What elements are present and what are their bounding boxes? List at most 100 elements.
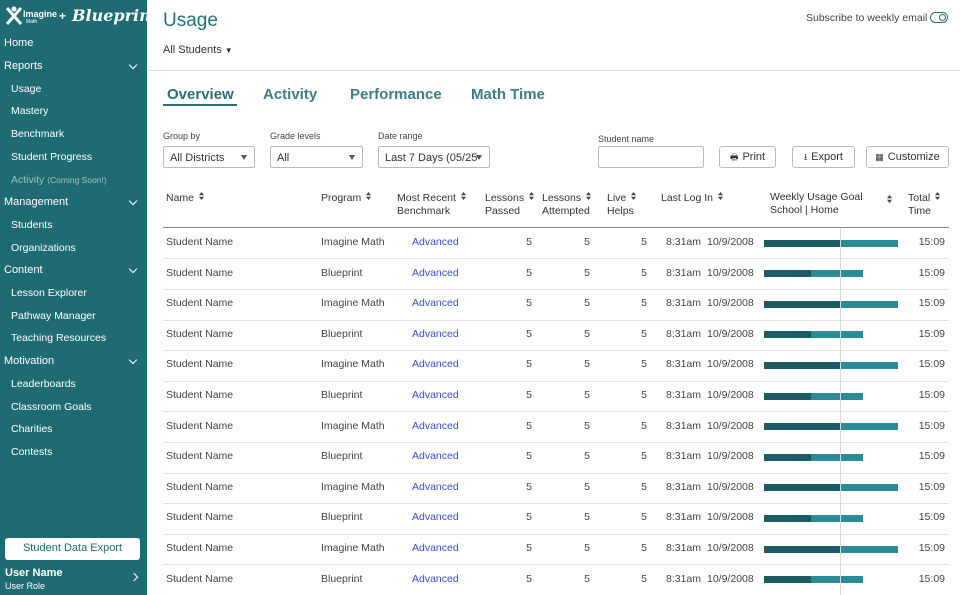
nav-item-label[interactable]: Mastery — [11, 105, 49, 118]
column-header-line[interactable]: Last Log In — [661, 191, 723, 205]
tab[interactable]: Performance — [350, 86, 442, 103]
benchmark-link[interactable]: Advanced — [412, 572, 459, 585]
nav-item-label[interactable]: Student Progress — [11, 150, 93, 163]
tab[interactable]: Overview — [167, 86, 234, 103]
action-button[interactable]: 🖶 Print — [719, 146, 776, 168]
benchmark-link[interactable]: Advanced — [412, 266, 459, 279]
column-header-line[interactable]: Passed — [485, 205, 521, 217]
button-icon[interactable]: ⭳ — [804, 152, 808, 162]
column-header[interactable]: Name — [166, 191, 205, 205]
scope-text[interactable]: All Students — [163, 44, 222, 56]
nav-item[interactable]: Students — [11, 219, 52, 231]
nav-section[interactable]: Motivation — [4, 355, 55, 368]
nav-item-label[interactable]: Organizations — [11, 241, 76, 254]
column-header-line[interactable]: Helps — [607, 205, 634, 217]
nav-section[interactable]: Reports — [4, 60, 43, 72]
benchmark-link[interactable]: Advanced — [412, 297, 459, 310]
nav-item[interactable]: Student Progress — [11, 151, 92, 163]
column-header-line[interactable]: Live — [607, 191, 637, 205]
nav-item[interactable]: Charities — [11, 423, 52, 435]
column-header[interactable]: Weekly Usage Goal School | Home — [770, 191, 892, 217]
sort-icon[interactable] — [887, 194, 892, 207]
nav-section[interactable]: Management — [4, 196, 69, 209]
nav-item[interactable]: Mastery — [11, 105, 48, 117]
benchmark-link[interactable]: Advanced — [412, 358, 459, 371]
nav-item[interactable]: Contests — [11, 446, 52, 458]
column-header-line[interactable]: Time — [908, 205, 931, 217]
nav-item-label[interactable]: Classroom Goals — [11, 400, 92, 413]
nav-home[interactable]: Home — [4, 37, 34, 49]
sort-icon[interactable] — [199, 191, 205, 204]
benchmark-link[interactable]: Advanced — [412, 511, 459, 524]
sort-icon[interactable] — [631, 191, 637, 204]
sort-icon[interactable] — [586, 191, 592, 204]
column-header-line[interactable]: Most Recent — [397, 191, 466, 205]
scope-selector[interactable]: All Students ▼ — [163, 44, 233, 56]
nav-item-label[interactable]: Students — [11, 218, 53, 231]
nav-item[interactable]: Pathway Manager — [11, 310, 96, 322]
benchmark-link[interactable]: Advanced — [412, 236, 459, 248]
sort-icon[interactable] — [935, 191, 941, 204]
nav-chevron[interactable] — [128, 196, 138, 206]
benchmark-link[interactable]: Advanced — [412, 327, 459, 340]
nav-chevron[interactable] — [128, 60, 138, 70]
column-header[interactable]: Last Log In — [661, 191, 723, 205]
nav-item[interactable]: Usage — [11, 83, 41, 95]
column-header[interactable]: Program — [321, 191, 372, 205]
benchmark-link[interactable]: Advanced — [412, 542, 459, 554]
column-header[interactable]: Total Time — [908, 191, 941, 218]
column-header-line[interactable]: Name — [166, 191, 205, 205]
nav-item-label[interactable]: Benchmark — [11, 128, 65, 141]
nav-chevron[interactable] — [128, 355, 138, 365]
nav-chevron[interactable] — [128, 265, 138, 274]
filter-select[interactable]: All — [270, 146, 363, 168]
button-icon[interactable]: ▦ — [875, 152, 884, 162]
column-header[interactable]: Lessons Passed — [485, 191, 535, 218]
sort-icon[interactable] — [366, 191, 372, 204]
column-header-line[interactable]: School | Home — [770, 204, 839, 216]
student-name-input[interactable] — [598, 146, 704, 168]
user-chevron[interactable] — [129, 572, 139, 582]
filter-select[interactable]: Last 7 Days (05/25 — [378, 146, 490, 168]
filter-select[interactable]: All Districts — [163, 146, 255, 168]
column-header-line[interactable]: Program — [321, 191, 372, 205]
action-button[interactable]: ▦ Customize — [866, 146, 949, 168]
subscribe-toggle[interactable] — [930, 12, 948, 23]
nav-section[interactable]: Content — [4, 264, 43, 277]
nav-item-label[interactable]: Charities — [11, 423, 53, 436]
button-label[interactable]: Print — [742, 151, 766, 163]
button-icon[interactable]: 🖶 — [729, 152, 739, 162]
tab[interactable]: Math Time — [471, 86, 545, 103]
nav-item-label[interactable]: Contests — [11, 445, 53, 458]
benchmark-link[interactable]: Advanced — [412, 389, 459, 401]
column-header-line[interactable]: Attempted — [542, 205, 590, 217]
action-button[interactable]: ⭳ Export — [792, 146, 855, 168]
nav-item[interactable]: Lesson Explorer — [11, 287, 87, 299]
user-name[interactable]: User Name — [5, 567, 63, 579]
export-button[interactable]: Student Data Export — [5, 538, 140, 560]
column-header[interactable]: Lessons Attempted — [542, 191, 592, 218]
column-header[interactable]: Live Helps — [607, 191, 637, 218]
column-header-line[interactable]: Weekly Usage Goal — [770, 191, 892, 204]
nav-item-label[interactable]: Usage — [11, 82, 42, 95]
nav-item-label[interactable]: Teaching Resources — [11, 332, 107, 345]
button-label[interactable]: Export — [811, 151, 843, 163]
nav-item[interactable]: Teaching Resources — [11, 332, 106, 344]
nav-item[interactable]: Organizations — [11, 242, 76, 254]
sort-icon[interactable] — [460, 191, 466, 204]
column-header[interactable]: Most Recent Benchmark — [397, 191, 466, 218]
column-header-line[interactable]: Lessons — [542, 191, 592, 205]
nav-item-label[interactable]: Lesson Explorer — [11, 287, 87, 299]
nav-item-label[interactable]: Pathway Manager — [11, 309, 96, 322]
nav-item-label[interactable]: Leaderboards — [11, 377, 76, 390]
benchmark-link[interactable]: Advanced — [412, 419, 459, 432]
benchmark-link[interactable]: Advanced — [412, 480, 459, 493]
column-header-line[interactable]: Total — [908, 191, 941, 205]
column-header-line[interactable]: Benchmark — [397, 205, 451, 217]
sort-icon[interactable] — [529, 191, 535, 204]
sort-icon[interactable] — [717, 191, 723, 204]
nav-item[interactable]: Classroom Goals — [11, 401, 92, 413]
nav-item[interactable]: Benchmark — [11, 128, 64, 140]
button-label[interactable]: Customize — [887, 151, 940, 163]
benchmark-link[interactable]: Advanced — [412, 450, 459, 463]
